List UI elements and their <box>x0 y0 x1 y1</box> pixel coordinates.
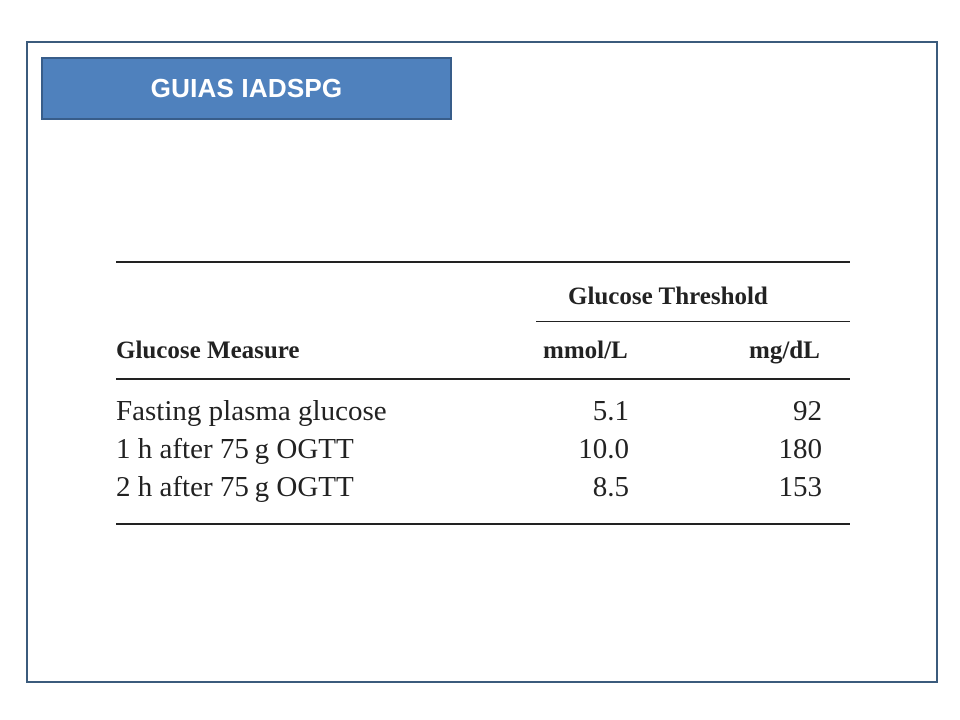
table-row: 1 h after 75 g OGTT 10.0 180 <box>116 433 850 471</box>
row-mmol-value: 5.1 <box>592 395 629 427</box>
title-banner: GUIAS IADSPG <box>41 57 452 120</box>
table-top-rule <box>116 261 850 263</box>
column-header-mgdl: mg/dL <box>749 337 820 364</box>
row-mgdl-value: 153 <box>778 471 823 503</box>
group-header-glucose-threshold: Glucose Threshold <box>568 283 768 310</box>
table-row: 2 h after 75 g OGTT 8.5 153 <box>116 471 850 509</box>
row-mgdl-value: 180 <box>778 433 823 465</box>
slide-title: GUIAS IADSPG <box>150 73 343 103</box>
table-bottom-rule <box>116 523 850 525</box>
row-mgdl-value: 92 <box>793 395 822 427</box>
glucose-threshold-table: Glucose Threshold Glucose Measure mmol/L… <box>116 261 850 526</box>
header-bottom-rule <box>116 378 850 380</box>
row-mmol-value: 10.0 <box>578 433 629 465</box>
row-measure: 1 h after 75 g OGTT <box>116 433 354 465</box>
slide-frame <box>26 41 938 683</box>
row-mmol-value: 8.5 <box>592 471 629 503</box>
group-header-rule <box>536 321 850 322</box>
table-row: Fasting plasma glucose 5.1 92 <box>116 395 850 433</box>
row-measure: Fasting plasma glucose <box>116 395 387 427</box>
column-header-measure: Glucose Measure <box>116 337 300 364</box>
column-header-mmol: mmol/L <box>543 337 628 364</box>
row-measure: 2 h after 75 g OGTT <box>116 471 354 503</box>
